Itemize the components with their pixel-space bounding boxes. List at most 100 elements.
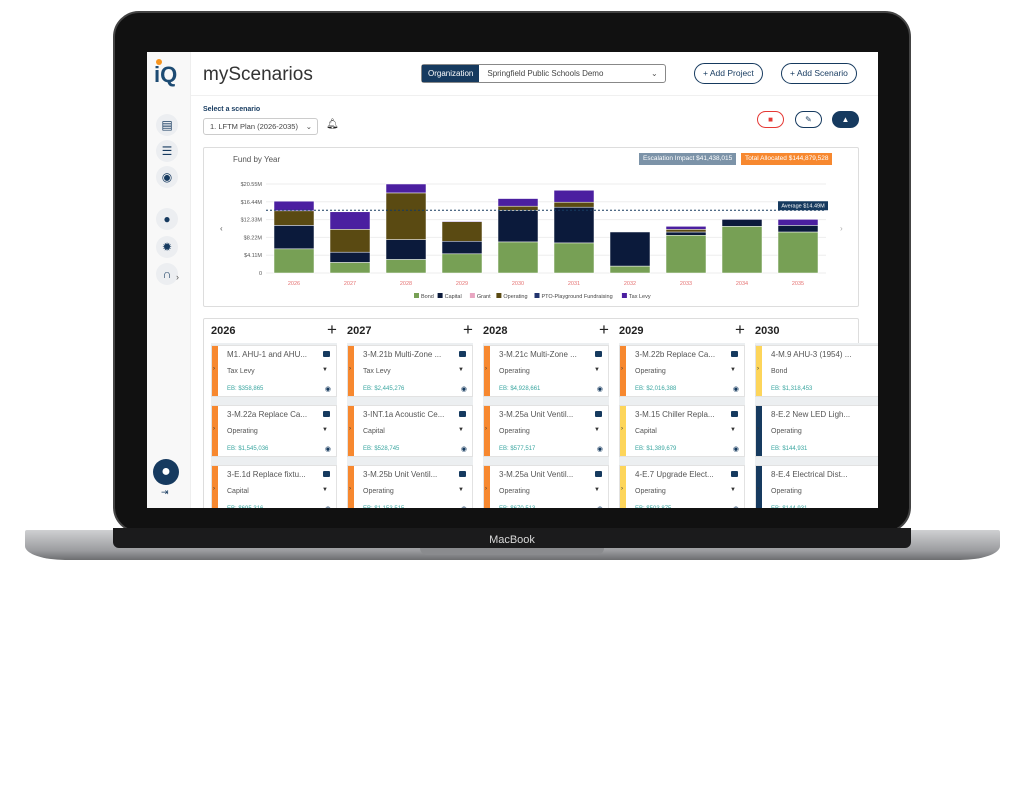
priority-bar[interactable]: › — [348, 346, 354, 396]
bar-segment-operating[interactable] — [385, 192, 427, 240]
add-project-icon[interactable]: + — [463, 320, 473, 339]
sidebar-expand-button[interactable]: › — [176, 272, 179, 282]
bar-segment-tax-levy[interactable] — [665, 226, 707, 230]
fund-select[interactable]: Operating — [635, 368, 666, 375]
priority-bar[interactable]: › — [756, 346, 762, 396]
add-project-icon[interactable]: + — [327, 320, 337, 339]
gear-icon[interactable]: ✹ — [156, 236, 178, 258]
bar-segment-operating[interactable] — [273, 210, 315, 226]
add-project-icon[interactable]: + — [735, 320, 745, 339]
image-icon[interactable] — [595, 351, 602, 357]
image-icon[interactable] — [595, 471, 602, 477]
fund-select[interactable]: Operating — [499, 428, 530, 435]
legend-item[interactable]: Bond — [421, 294, 434, 300]
priority-bar[interactable]: › — [620, 346, 626, 396]
server-swap-icon[interactable]: ☰ — [156, 140, 178, 162]
chart-prev-button[interactable]: ‹ — [220, 224, 223, 233]
fund-select[interactable]: Operating — [771, 488, 802, 495]
project-card[interactable]: › 3-M.15 Chiller Repla... Capital ▼ EB: … — [619, 405, 745, 457]
add-scenario-button[interactable]: + Add Scenario — [781, 63, 857, 84]
priority-bar[interactable]: › — [348, 406, 354, 456]
eye-icon[interactable]: ◉ — [324, 446, 331, 453]
fund-select[interactable]: Tax Levy — [227, 368, 255, 375]
organization-select[interactable]: Organization Springfield Public Schools … — [421, 64, 666, 83]
bar-segment-bond[interactable] — [721, 226, 763, 274]
legend-item[interactable]: Grant — [477, 294, 491, 300]
lock-button[interactable]: ▲ — [832, 111, 859, 128]
eye-icon[interactable]: ◉ — [733, 505, 739, 508]
bar-segment-bond[interactable] — [497, 241, 539, 274]
fund-select[interactable]: Operating — [771, 428, 802, 435]
project-card[interactable]: › 8-E.4 Electrical Dist... Operating EB:… — [755, 465, 878, 508]
fund-select[interactable]: Tax Levy — [363, 368, 391, 375]
priority-bar[interactable]: › — [756, 406, 762, 456]
image-icon[interactable] — [323, 411, 330, 417]
project-card[interactable]: › 3-M.21b Multi-Zone ... Tax Levy ▼ EB: … — [347, 345, 473, 397]
priority-bar[interactable]: › — [212, 346, 218, 396]
bar-segment-operating[interactable] — [553, 201, 595, 208]
project-card[interactable]: › M1. AHU-1 and AHU... Tax Levy ▼ EB: $3… — [211, 345, 337, 397]
project-card[interactable]: › 3-M.25b Unit Ventil... Operating ▼ EB:… — [347, 465, 473, 508]
project-card[interactable]: › 3-M.25a Unit Ventil... Operating ▼ EB:… — [483, 405, 609, 457]
avatar[interactable]: ● — [153, 459, 179, 485]
priority-bar[interactable]: › — [348, 466, 354, 508]
edit-button[interactable]: ✎ — [795, 111, 822, 128]
eye-icon[interactable]: ◉ — [460, 386, 467, 393]
bar-segment-capital[interactable] — [497, 210, 539, 243]
bar-segment-tax-levy[interactable] — [721, 218, 763, 220]
priority-bar[interactable]: › — [620, 406, 626, 456]
bar-segment-bond[interactable] — [609, 265, 651, 274]
image-icon[interactable] — [731, 471, 738, 477]
bar-segment-tax-levy[interactable] — [385, 183, 427, 194]
project-card[interactable]: › 4-M.9 AHU-3 (1954) ... Bond EB: $1,318… — [755, 345, 878, 397]
image-icon[interactable] — [459, 351, 466, 357]
priority-bar[interactable]: › — [484, 346, 490, 396]
image-icon[interactable] — [323, 471, 330, 477]
bar-segment-tax-levy[interactable] — [553, 190, 595, 203]
bar-segment-tax-levy[interactable] — [777, 219, 819, 226]
image-icon[interactable] — [459, 471, 466, 477]
bar-segment-bond[interactable] — [441, 253, 483, 274]
bar-segment-tax-levy[interactable] — [329, 211, 371, 230]
legend-item[interactable]: Capital — [445, 294, 462, 300]
add-project-icon[interactable]: + — [599, 320, 609, 339]
fund-select[interactable]: Capital — [227, 488, 249, 495]
eye-icon[interactable]: ◉ — [325, 505, 331, 508]
bar-segment-capital[interactable] — [777, 225, 819, 233]
eye-icon[interactable]: ◉ — [460, 446, 467, 453]
gauge-icon[interactable]: ◉ — [156, 166, 178, 188]
fund-select[interactable]: Bond — [771, 368, 788, 375]
fund-select[interactable]: Capital — [635, 428, 657, 435]
bell-icon[interactable]: 🔔︎ — [326, 119, 339, 130]
bar-segment-capital[interactable] — [609, 231, 651, 267]
chart-next-button[interactable]: › — [840, 224, 843, 233]
bar-segment-bond[interactable] — [777, 231, 819, 274]
bar-segment-bond[interactable] — [665, 235, 707, 274]
fund-select[interactable]: Operating — [227, 428, 258, 435]
fund-select[interactable]: Operating — [635, 488, 666, 495]
priority-bar[interactable]: › — [484, 406, 490, 456]
project-card[interactable]: › 3-E.1d Replace fixtu... Capital ▼ EB: … — [211, 465, 337, 508]
priority-bar[interactable]: › — [756, 466, 762, 508]
add-project-button[interactable]: + Add Project — [694, 63, 763, 84]
bar-segment-tax-levy[interactable] — [441, 220, 483, 222]
eye-icon[interactable]: ◉ — [732, 386, 739, 393]
eye-icon[interactable]: ◉ — [732, 446, 739, 453]
headset-icon[interactable]: ∩ — [156, 263, 178, 285]
project-card[interactable]: › 3-M.25a Unit Ventil... Operating ▼ EB:… — [483, 465, 609, 508]
bar-segment-capital[interactable] — [273, 225, 315, 250]
image-icon[interactable] — [459, 411, 466, 417]
bar-segment-operating[interactable] — [329, 229, 371, 253]
priority-bar[interactable]: › — [620, 466, 626, 508]
bar-segment-capital[interactable] — [385, 239, 427, 260]
project-card[interactable]: › 3-M.22b Replace Ca... Operating ▼ EB: … — [619, 345, 745, 397]
fund-select[interactable]: Operating — [499, 368, 530, 375]
legend-item[interactable]: Tax Levy — [629, 294, 651, 300]
priority-bar[interactable]: › — [212, 406, 218, 456]
fund-select[interactable]: Operating — [363, 488, 394, 495]
bar-segment-tax-levy[interactable] — [497, 198, 539, 207]
bar-segment-operating[interactable] — [665, 229, 707, 233]
bar-segment-capital[interactable] — [721, 219, 763, 227]
priority-bar[interactable]: › — [484, 466, 490, 508]
eye-icon[interactable]: ◉ — [596, 446, 603, 453]
